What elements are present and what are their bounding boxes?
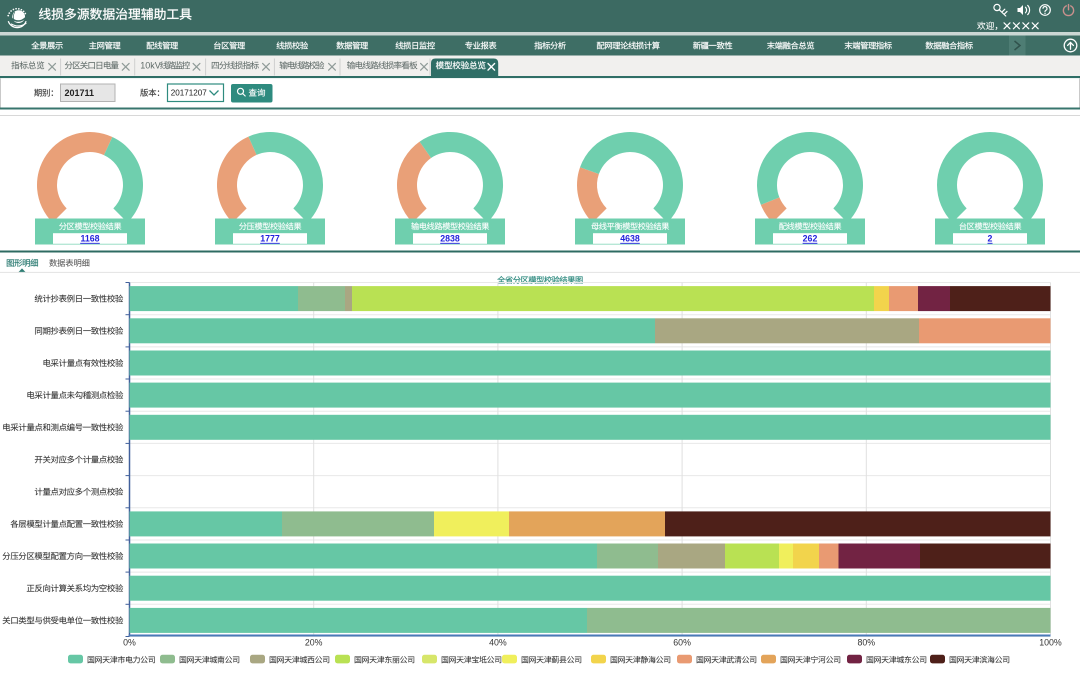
svg-text:0%: 0% (123, 638, 136, 648)
svg-text:262: 262 (803, 234, 818, 244)
svg-text:20171207: 20171207 (171, 89, 208, 98)
svg-text:1168: 1168 (80, 234, 99, 244)
svg-text:1777: 1777 (260, 234, 280, 244)
svg-text:60%: 60% (673, 638, 691, 648)
svg-text:2838: 2838 (440, 234, 460, 244)
svg-text:2: 2 (988, 234, 993, 244)
svg-text:4638: 4638 (620, 234, 640, 244)
svg-text:20%: 20% (305, 638, 323, 648)
svg-text:80%: 80% (857, 638, 875, 648)
svg-text:201711: 201711 (65, 88, 95, 98)
svg-text:40%: 40% (489, 638, 507, 648)
svg-text:100%: 100% (1039, 638, 1062, 648)
svg-text:10kV: 10kV (140, 61, 161, 71)
